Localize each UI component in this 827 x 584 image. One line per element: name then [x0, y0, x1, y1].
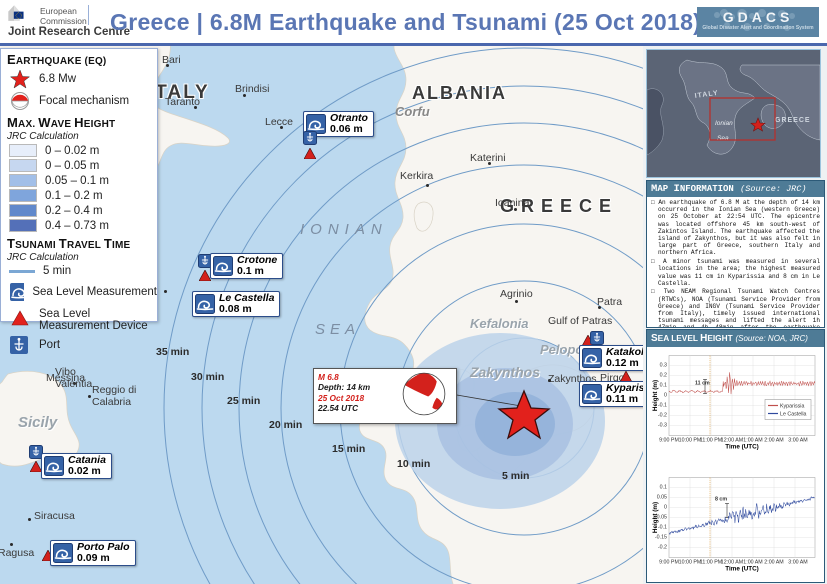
svg-text:8 cm: 8 cm [715, 497, 727, 503]
svg-text:Height (m): Height (m) [652, 380, 659, 411]
svg-text:0.1: 0.1 [660, 485, 667, 491]
svg-text:-0.15: -0.15 [655, 535, 667, 541]
svg-text:3:00 AM: 3:00 AM [788, 560, 807, 566]
svg-text:11 cm: 11 cm [695, 381, 710, 387]
svg-text:0.3: 0.3 [660, 363, 667, 369]
svg-text:Time (UTC): Time (UTC) [725, 444, 758, 451]
svg-text:GREECE: GREECE [775, 117, 811, 124]
svg-text:Time (UTC): Time (UTC) [725, 566, 758, 573]
svg-text:10:00 PM: 10:00 PM [679, 560, 702, 566]
svg-text:0.2: 0.2 [660, 373, 667, 379]
svg-text:0: 0 [664, 505, 667, 511]
svg-text:-0.2: -0.2 [658, 545, 667, 551]
svg-text:0.1: 0.1 [660, 383, 667, 389]
svg-text:0.05: 0.05 [657, 495, 667, 501]
svg-text:Height (m): Height (m) [652, 502, 659, 533]
svg-text:9:00 PM: 9:00 PM [659, 560, 679, 566]
svg-text:-0.2: -0.2 [658, 413, 667, 419]
svg-text:2:00 AM: 2:00 AM [764, 438, 783, 444]
svg-text:11:00 PM: 11:00 PM [700, 438, 722, 444]
svg-text:Le Castella: Le Castella [780, 412, 807, 418]
svg-text:2:00 AM: 2:00 AM [764, 560, 783, 566]
svg-text:Kyparissia: Kyparissia [780, 404, 804, 410]
svg-text:Ionian: Ionian [715, 120, 733, 127]
svg-text:-0.1: -0.1 [658, 403, 667, 409]
svg-text:9:00 PM: 9:00 PM [659, 438, 679, 444]
svg-text:3:00 AM: 3:00 AM [788, 438, 807, 444]
svg-text:-0.1: -0.1 [658, 525, 667, 531]
svg-text:-0.3: -0.3 [658, 423, 667, 429]
svg-text:10:00 PM: 10:00 PM [679, 438, 702, 444]
svg-text:11:00 PM: 11:00 PM [700, 560, 722, 566]
svg-text:0: 0 [664, 393, 667, 399]
svg-text:Sea: Sea [717, 135, 729, 142]
